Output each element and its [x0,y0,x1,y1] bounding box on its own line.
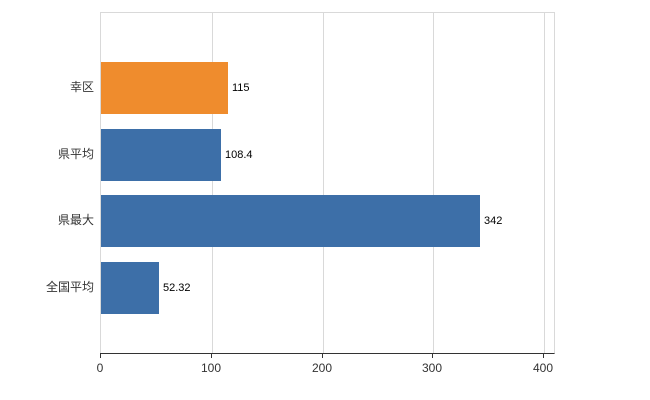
category-label: 県平均 [57,147,94,161]
category-label: 幸区 [69,80,94,94]
gridline [212,13,213,353]
bar [101,195,480,247]
x-axis: 0 100 200 300 400 [96,353,554,383]
x-axis-tick [543,353,544,358]
x-axis-tick [322,353,323,358]
value-label: 52.32 [163,282,191,294]
category-label: 県最大 [57,213,94,227]
value-label: 342 [484,215,503,227]
plot-area: 115 108.4 342 52.32 [100,12,555,354]
gridline [544,13,545,353]
category-label: 全国平均 [45,280,94,294]
x-axis-tick [211,353,212,358]
x-tick-label: 200 [311,361,333,375]
y-axis-labels: 幸区県平均県最大全国平均 [0,12,94,352]
x-axis-tick [432,353,433,358]
gridline [433,13,434,353]
x-tick-label: 0 [96,361,104,375]
value-label: 108.4 [225,149,253,161]
bar [101,62,228,114]
x-axis-tick [100,353,101,358]
x-tick-label: 400 [532,361,554,375]
x-tick-label: 100 [200,361,222,375]
gridline [323,13,324,353]
bar [101,129,221,181]
x-tick-label: 300 [421,361,443,375]
bar [101,262,159,314]
value-label: 115 [232,82,250,94]
